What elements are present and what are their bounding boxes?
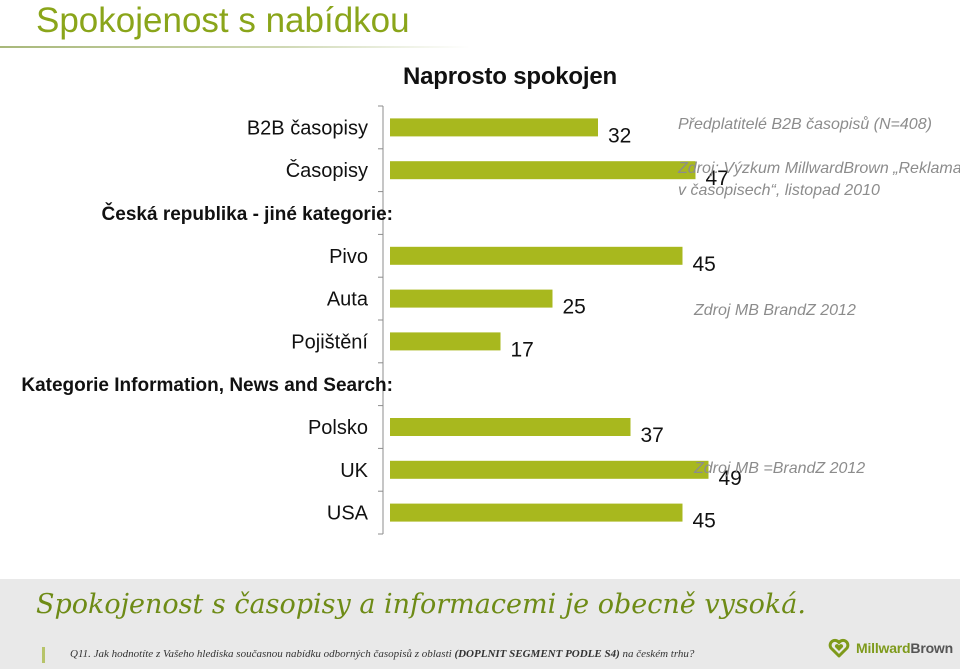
category-label: USA xyxy=(327,503,369,525)
footnote-bold: (DOPLNIT SEGMENT PODLE S4) xyxy=(454,648,620,660)
note-b2b-source-2: v časopisech“, listopad 2010 xyxy=(678,182,880,199)
bar xyxy=(390,460,709,479)
category-group-label: Česká republika - jiné kategorie: xyxy=(102,203,393,225)
footnote-suffix: na českém trhu? xyxy=(619,648,695,660)
footnote: Q11. Jak hodnotíte z Vašeho hlediska sou… xyxy=(70,648,694,660)
bar xyxy=(390,289,553,308)
bar xyxy=(390,503,683,522)
footnote-marker xyxy=(42,647,45,663)
bar xyxy=(390,332,501,351)
data-label: 49 xyxy=(719,467,742,490)
bar-chart: B2B časopisy 32 Časopisy 47 Česká republika … xyxy=(21,105,742,535)
conclusion-text: Spokojenost s časopisy a informacemi je … xyxy=(36,589,806,620)
footnote-prefix: Q11. Jak hodnotíte z Vašeho hlediska sou… xyxy=(70,648,455,660)
data-label: 45 xyxy=(693,510,716,533)
category-group-label: Kategorie Information, News and Search: xyxy=(21,375,393,396)
data-label: 32 xyxy=(608,124,631,147)
millwardbrown-logo: MillwardBrown xyxy=(828,636,953,660)
millwardbrown-logo-icon xyxy=(828,638,850,658)
category-label: Časopisy xyxy=(286,159,368,182)
logo-text: MillwardBrown xyxy=(856,640,953,656)
category-label: B2B časopisy xyxy=(247,117,368,139)
bar xyxy=(390,161,696,180)
note-cz-source: Zdroj MB BrandZ 2012 xyxy=(694,302,856,319)
data-label: 47 xyxy=(706,167,729,190)
bar xyxy=(390,246,683,265)
note-b2b-source-1: Zdroj: Výzkum MillwardBrown „Reklama xyxy=(678,160,960,177)
conclusion-band xyxy=(0,579,960,669)
title-divider xyxy=(0,46,470,48)
note-world-source: Zdroj MB =BrandZ 2012 xyxy=(694,460,866,477)
chart-title: Naprosto spokojen xyxy=(403,63,617,90)
data-label: 17 xyxy=(511,338,534,361)
category-label: Pivo xyxy=(329,246,368,268)
note-b2b-base: Předplatitelé B2B časopisů (N=408) xyxy=(678,116,932,133)
category-label: Polsko xyxy=(308,417,368,439)
data-label: 37 xyxy=(641,424,664,447)
data-label: 25 xyxy=(563,296,586,319)
category-label: Auta xyxy=(327,289,369,311)
category-label: UK xyxy=(340,460,368,482)
data-label: 45 xyxy=(693,253,716,276)
bar xyxy=(390,418,631,436)
bar xyxy=(390,118,598,137)
category-label: Pojištění xyxy=(291,331,368,353)
page-title: Spokojenost s nabídkou xyxy=(36,1,410,40)
